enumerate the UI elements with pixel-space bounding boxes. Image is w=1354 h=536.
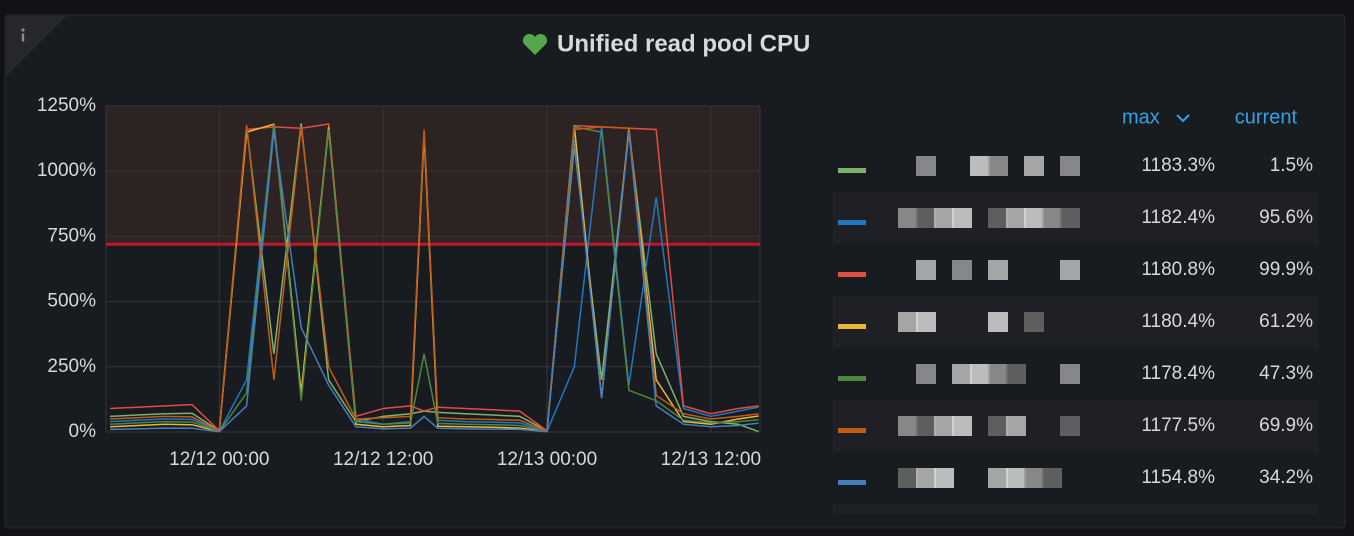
redacted-name <box>1006 364 1026 384</box>
redacted-name <box>1060 364 1080 384</box>
redacted-name <box>1006 416 1026 436</box>
redacted-name <box>1060 208 1080 228</box>
y-tick-label: 1000% <box>37 160 96 181</box>
info-icon[interactable] <box>6 16 66 76</box>
panel-title[interactable]: Unified read pool CPU <box>557 30 810 57</box>
redacted-name <box>1024 312 1044 332</box>
redacted-name <box>1042 208 1062 228</box>
redacted-name <box>916 208 936 228</box>
redacted-name <box>916 312 936 332</box>
legend-current: 61.2% <box>1259 311 1313 332</box>
legend-max: 1180.4% <box>1141 311 1215 332</box>
redacted-name <box>988 260 1008 280</box>
redacted-name <box>988 416 1008 436</box>
redacted-name <box>916 416 936 436</box>
legend-swatch[interactable] <box>838 168 866 173</box>
redacted-name <box>1024 156 1044 176</box>
redacted-name <box>1042 468 1062 488</box>
legend-swatch[interactable] <box>838 428 866 433</box>
x-tick-label: 12/12 00:00 <box>169 449 269 470</box>
health-heart <box>522 33 548 55</box>
y-tick-label: 750% <box>47 225 96 246</box>
x-tick-label: 12/13 00:00 <box>497 449 597 470</box>
legend-swatch[interactable] <box>838 272 866 277</box>
redacted-name <box>1060 416 1080 436</box>
redacted-name <box>1006 208 1026 228</box>
y-tick-label: 500% <box>47 291 96 312</box>
redacted-name <box>916 260 936 280</box>
y-tick-label: 1250% <box>37 95 96 116</box>
legend-header[interactable]: current <box>1235 106 1298 128</box>
redacted-name <box>970 364 990 384</box>
series-line <box>110 130 759 433</box>
legend-max: 1154.8% <box>1141 467 1215 488</box>
redacted-name <box>988 468 1008 488</box>
redacted-name <box>988 364 1008 384</box>
legend-swatch[interactable] <box>838 324 866 329</box>
redacted-name <box>988 156 1008 176</box>
x-tick-label: 12/13 12:00 <box>661 449 761 470</box>
redacted-name <box>934 416 954 436</box>
legend-current: 69.9% <box>1259 415 1313 436</box>
redacted-name <box>898 468 918 488</box>
legend-max: 1180.8% <box>1141 259 1215 280</box>
legend-max: 1177.5% <box>1141 415 1215 436</box>
legend-current: 34.2% <box>1259 467 1313 488</box>
legend-max: 1178.4% <box>1141 363 1215 384</box>
redacted-name <box>916 364 936 384</box>
redacted-name <box>988 312 1008 332</box>
redacted-name <box>1060 156 1080 176</box>
redacted-name <box>916 156 936 176</box>
threshold-region <box>106 106 760 245</box>
legend-max: 1183.3% <box>1141 155 1215 176</box>
redacted-name <box>988 208 1008 228</box>
series-line <box>110 124 759 433</box>
legend-current: 95.6% <box>1259 207 1313 228</box>
redacted-name <box>970 156 990 176</box>
y-tick-label: 250% <box>47 356 96 377</box>
redacted-name <box>898 312 918 332</box>
info-corner[interactable] <box>6 16 66 76</box>
redacted-name <box>898 208 918 228</box>
legend-current: 47.3% <box>1259 363 1313 384</box>
redacted-name <box>1006 468 1026 488</box>
redacted-name <box>898 416 918 436</box>
legend-max: 1182.4% <box>1141 207 1215 228</box>
legend-current: 1.5% <box>1270 155 1313 176</box>
x-tick-label: 12/12 12:00 <box>333 449 433 470</box>
redacted-name <box>1060 260 1080 280</box>
legend-row-bg <box>833 504 1318 514</box>
legend-current: 99.9% <box>1259 259 1313 280</box>
redacted-name <box>934 468 954 488</box>
redacted-name <box>952 260 972 280</box>
redacted-name <box>952 208 972 228</box>
redacted-name <box>1024 208 1044 228</box>
redacted-name <box>934 208 954 228</box>
legend-swatch[interactable] <box>838 220 866 225</box>
series-line <box>110 124 759 433</box>
legend-swatch[interactable] <box>838 480 866 485</box>
redacted-name <box>1024 468 1044 488</box>
info-dot[interactable] <box>21 28 25 32</box>
sort-chevron[interactable] <box>1176 114 1190 123</box>
redacted-name <box>952 416 972 436</box>
redacted-name <box>952 364 972 384</box>
legend-swatch[interactable] <box>838 376 866 381</box>
info-bar[interactable] <box>21 33 25 42</box>
legend-header[interactable]: max <box>1122 106 1160 128</box>
y-tick-label: 0% <box>69 421 97 442</box>
redacted-name <box>916 468 936 488</box>
